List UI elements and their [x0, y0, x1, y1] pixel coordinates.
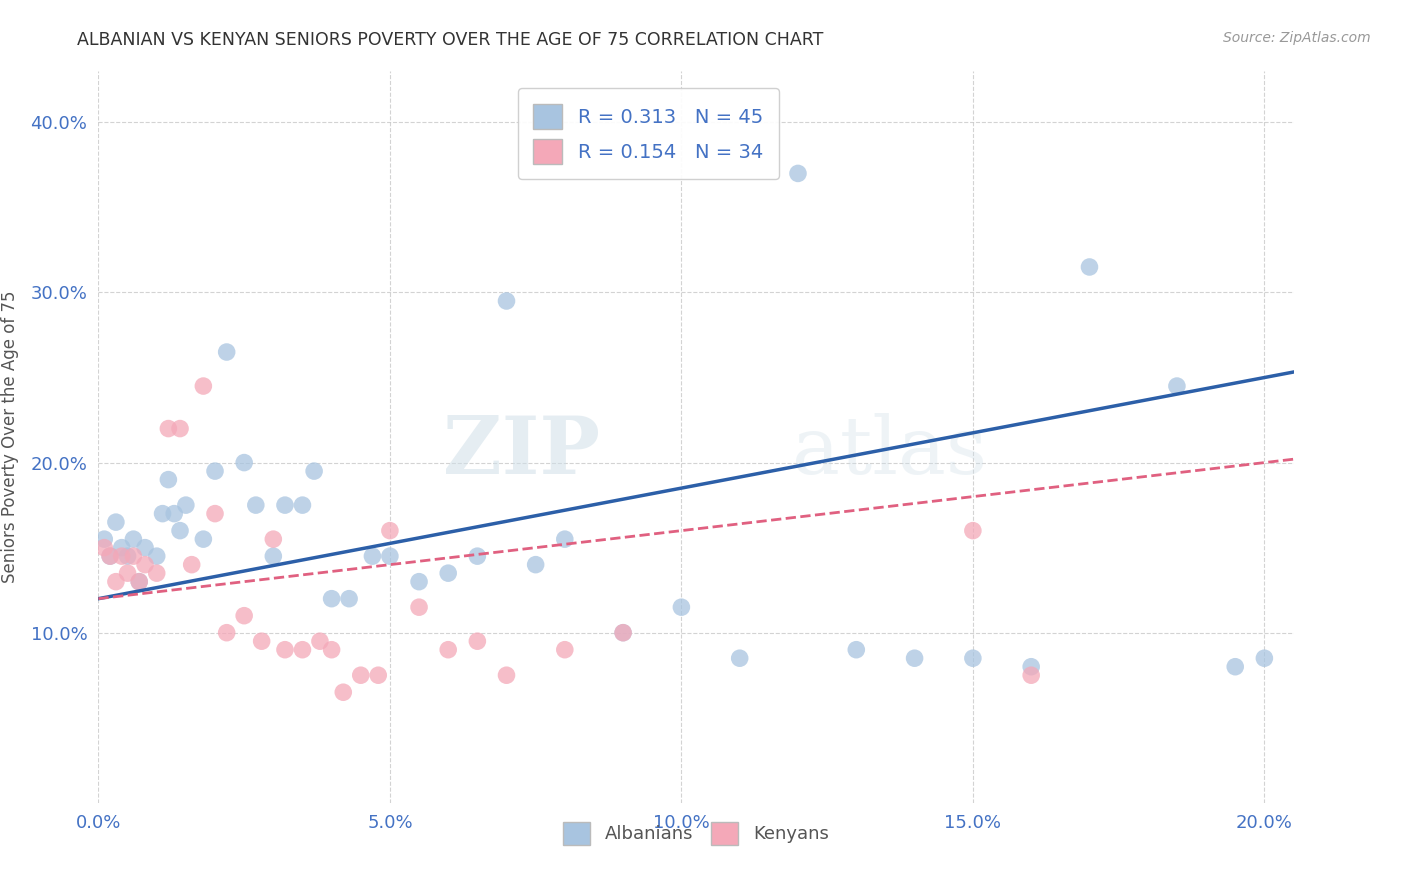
Text: ZIP: ZIP	[443, 413, 600, 491]
Point	[524, 558, 547, 572]
Point	[204, 507, 226, 521]
Point	[117, 549, 139, 563]
Point	[117, 566, 139, 581]
Text: atlas: atlas	[792, 413, 987, 491]
Point	[1166, 379, 1188, 393]
Point	[180, 558, 202, 572]
Point	[1225, 659, 1247, 673]
Point	[1078, 260, 1101, 274]
Point	[302, 464, 325, 478]
Point	[193, 379, 215, 393]
Point	[193, 532, 215, 546]
Point	[321, 591, 343, 606]
Point	[291, 498, 314, 512]
Point	[262, 532, 284, 546]
Point	[1019, 668, 1042, 682]
Point	[554, 642, 576, 657]
Point	[962, 651, 984, 665]
Text: ALBANIAN VS KENYAN SENIORS POVERTY OVER THE AGE OF 75 CORRELATION CHART: ALBANIAN VS KENYAN SENIORS POVERTY OVER …	[77, 31, 824, 49]
Point	[93, 532, 115, 546]
Point	[321, 642, 343, 657]
Point	[408, 600, 430, 615]
Y-axis label: Seniors Poverty Over the Age of 75: Seniors Poverty Over the Age of 75	[1, 291, 20, 583]
Point	[495, 293, 517, 308]
Point	[467, 634, 489, 648]
Point	[98, 549, 121, 563]
Point	[145, 566, 167, 581]
Point	[122, 549, 145, 563]
Point	[378, 549, 401, 563]
Point	[93, 541, 115, 555]
Point	[128, 574, 150, 589]
Point	[233, 608, 256, 623]
Point	[245, 498, 267, 512]
Point	[134, 558, 156, 572]
Point	[128, 574, 150, 589]
Point	[174, 498, 197, 512]
Text: Source: ZipAtlas.com: Source: ZipAtlas.com	[1223, 31, 1371, 45]
Point	[962, 524, 984, 538]
Point	[274, 642, 297, 657]
Point	[145, 549, 167, 563]
Point	[98, 549, 121, 563]
Point	[111, 549, 134, 563]
Point	[671, 600, 693, 615]
Point	[157, 473, 180, 487]
Point	[122, 532, 145, 546]
Point	[233, 456, 256, 470]
Point	[134, 541, 156, 555]
Point	[554, 532, 576, 546]
Point	[262, 549, 284, 563]
Point	[350, 668, 373, 682]
Point	[467, 549, 489, 563]
Point	[157, 421, 180, 435]
Point	[495, 668, 517, 682]
Point	[378, 524, 401, 538]
Point	[250, 634, 273, 648]
Point	[215, 345, 238, 359]
Point	[1253, 651, 1275, 665]
Point	[437, 642, 460, 657]
Point	[152, 507, 174, 521]
Point	[291, 642, 314, 657]
Point	[104, 515, 127, 529]
Point	[612, 625, 634, 640]
Point	[169, 421, 191, 435]
Point	[408, 574, 430, 589]
Point	[903, 651, 925, 665]
Point	[111, 541, 134, 555]
Point	[169, 524, 191, 538]
Point	[337, 591, 360, 606]
Point	[787, 166, 810, 180]
Point	[728, 651, 751, 665]
Point	[361, 549, 384, 563]
Legend: Albanians, Kenyans: Albanians, Kenyans	[555, 814, 837, 852]
Point	[104, 574, 127, 589]
Point	[163, 507, 186, 521]
Point	[215, 625, 238, 640]
Point	[367, 668, 389, 682]
Point	[612, 625, 634, 640]
Point	[332, 685, 354, 699]
Point	[204, 464, 226, 478]
Point	[437, 566, 460, 581]
Point	[845, 642, 868, 657]
Point	[1019, 659, 1042, 673]
Point	[309, 634, 332, 648]
Point	[274, 498, 297, 512]
